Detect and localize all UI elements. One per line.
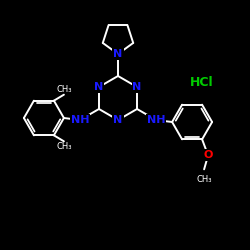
Text: CH₃: CH₃ [56, 142, 72, 151]
Text: CH₃: CH₃ [56, 85, 72, 94]
Text: O: O [204, 150, 213, 160]
Text: N: N [114, 49, 122, 59]
Text: NH: NH [147, 115, 165, 125]
Text: HCl: HCl [190, 76, 214, 88]
Text: N: N [132, 82, 142, 92]
Text: NH: NH [71, 115, 89, 125]
Text: N: N [114, 115, 122, 125]
Text: N: N [94, 82, 104, 92]
Text: CH₃: CH₃ [196, 175, 212, 184]
